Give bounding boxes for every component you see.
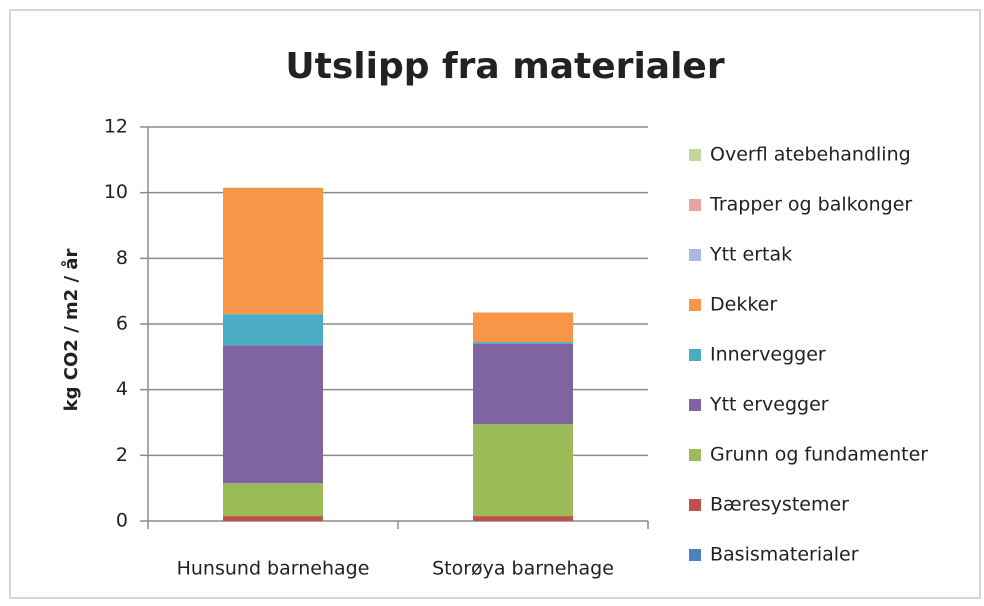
chart-title: Utslipp fra materialer <box>285 46 724 87</box>
legend-label: Overfl atebehandling <box>710 144 911 166</box>
legend-label: Ytt ertak <box>709 244 792 266</box>
legend-label: Basismaterialer <box>710 544 859 566</box>
legend-label: Bæresystemer <box>710 494 849 516</box>
bar-segment <box>473 312 573 343</box>
bar-segment <box>223 483 323 517</box>
bar-segment <box>473 342 573 344</box>
legend-label: Grunn og fundamenter <box>710 444 928 466</box>
bar-segment <box>223 187 323 315</box>
legend-label: Ytt ervegger <box>709 394 829 416</box>
y-tick-label: 12 <box>104 116 128 138</box>
bar-segment <box>223 345 323 484</box>
legend-swatch <box>689 199 701 211</box>
legend-label: Dekker <box>710 294 777 316</box>
legend-swatch <box>689 399 701 411</box>
legend-label: Trapper og balkonger <box>709 194 912 216</box>
y-tick-label: 4 <box>116 378 128 400</box>
legend-swatch <box>689 299 701 311</box>
x-tick-label: Storøya barnehage <box>432 558 614 580</box>
bar-segment <box>223 516 323 521</box>
x-tick-label: Hunsund barnehage <box>177 558 370 580</box>
legend-swatch <box>689 349 701 361</box>
y-tick-label: 10 <box>104 181 128 203</box>
bar-segment <box>473 424 573 517</box>
legend-label: Innervegger <box>710 344 826 366</box>
bar-segment <box>473 343 573 425</box>
y-tick-label: 8 <box>116 247 128 269</box>
y-tick-label: 0 <box>116 510 128 532</box>
y-axis-title: kg CO2 / m2 / år <box>60 249 82 412</box>
bar-segment <box>223 314 323 346</box>
y-tick-label: 6 <box>116 313 128 335</box>
legend-swatch <box>689 449 701 461</box>
bar-segment <box>473 516 573 521</box>
legend-swatch <box>689 149 701 161</box>
legend-swatch <box>689 549 701 561</box>
legend-swatch <box>689 249 701 261</box>
y-tick-label: 2 <box>116 444 128 466</box>
legend-swatch <box>689 499 701 511</box>
